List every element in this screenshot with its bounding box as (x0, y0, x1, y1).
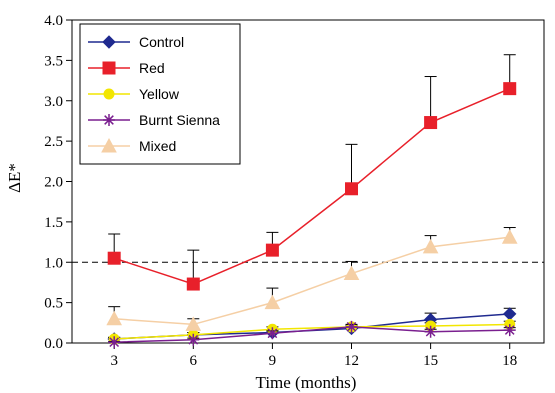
series-control (107, 307, 517, 346)
data-point (107, 251, 121, 265)
legend-marker (103, 88, 115, 100)
data-point-strokes (424, 325, 437, 338)
data-point-strokes (187, 333, 200, 346)
series-line (114, 323, 510, 340)
legend-item: Burnt Sienna (88, 112, 220, 128)
series-line (114, 326, 510, 343)
legend-label: Mixed (139, 138, 176, 154)
data-point (424, 325, 437, 338)
data-point (424, 116, 438, 130)
y-tick-label: 4.0 (44, 13, 63, 29)
data-point (422, 238, 439, 254)
data-point (501, 229, 518, 244)
y-tick-label: 0.0 (44, 336, 63, 352)
x-tick-label: 18 (502, 353, 517, 369)
y-tick-label: 0.5 (44, 296, 63, 312)
x-axis-ticks: 3 6 9 12 15 18 (110, 343, 517, 369)
data-point (343, 265, 360, 281)
legend-item: Yellow (88, 86, 180, 102)
legend-items: Control Red Yellow Burnt Sienna Mixed (88, 34, 220, 154)
data-point (503, 82, 517, 96)
data-point (186, 277, 200, 291)
x-tick-label: 6 (190, 353, 198, 369)
data-point (108, 336, 121, 349)
legend-marker-strokes (103, 114, 115, 126)
series-layer (106, 54, 518, 349)
data-point (106, 310, 123, 326)
y-tick-label: 3.5 (44, 53, 63, 69)
series-burnt-sienna (108, 320, 516, 349)
legend-label: Burnt Sienna (139, 112, 220, 128)
legend-label: Red (139, 60, 165, 76)
data-point-strokes (266, 327, 279, 340)
y-tick-label: 2.0 (44, 175, 63, 191)
series-mixed (106, 227, 518, 331)
x-tick-label: 12 (344, 353, 359, 369)
legend-label: Control (139, 34, 184, 50)
legend-item: Mixed (88, 137, 176, 154)
data-point (185, 316, 202, 331)
data-point (266, 327, 279, 340)
legend-label: Yellow (139, 86, 180, 102)
x-tick-label: 3 (110, 353, 118, 369)
data-point (264, 294, 281, 310)
data-point-strokes (345, 320, 358, 333)
y-tick-label: 1.5 (44, 215, 63, 231)
series-line (114, 236, 510, 326)
legend: Control Red Yellow Burnt Sienna Mixed (79, 23, 241, 165)
data-point (345, 320, 358, 333)
legend-marker (103, 114, 115, 126)
y-tick-label: 3.0 (44, 94, 63, 110)
data-point (503, 324, 516, 337)
legend-marker (102, 35, 116, 49)
y-axis-ticks: 0.0 0.5 1.0 1.5 2.0 2.5 3.0 3.5 4.0 (44, 13, 72, 352)
y-axis-title: ΔE* (5, 163, 24, 193)
legend-item: Red (88, 60, 165, 76)
x-tick-label: 15 (423, 353, 438, 369)
y-tick-label: 1.0 (44, 255, 63, 271)
data-point-strokes (503, 324, 516, 337)
data-point (265, 243, 279, 257)
legend-marker (101, 137, 117, 153)
data-point-strokes (108, 336, 121, 349)
data-point (345, 182, 359, 196)
x-axis-title: Time (months) (256, 373, 357, 392)
data-point (187, 333, 200, 346)
legend-item: Control (88, 34, 184, 50)
series-line (113, 87, 511, 285)
x-tick-label: 9 (269, 353, 277, 369)
series-red (107, 54, 517, 291)
legend-marker (102, 61, 116, 75)
data-point (503, 307, 517, 321)
y-tick-label: 2.5 (44, 134, 63, 150)
